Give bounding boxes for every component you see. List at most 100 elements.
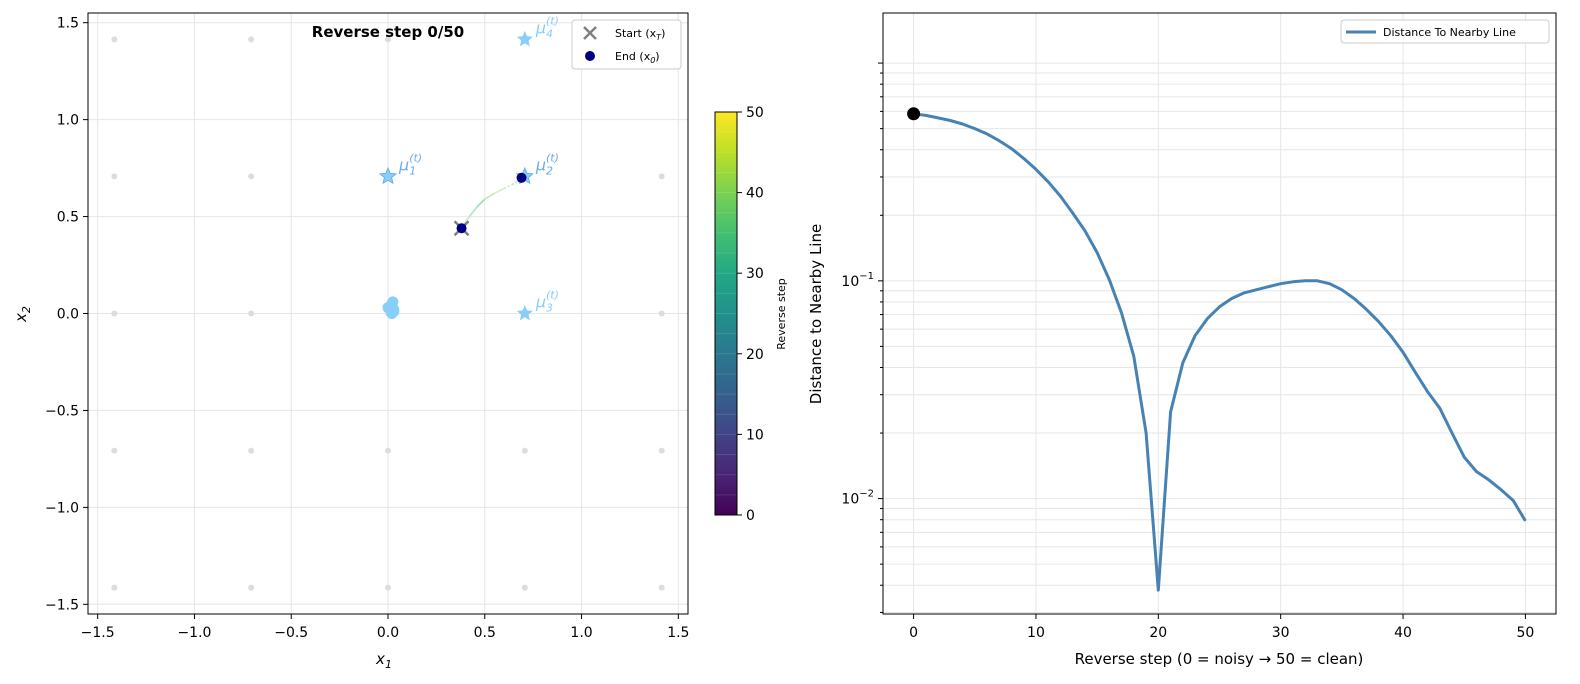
right-y-tick-label: 10−2 (841, 489, 874, 508)
legend-start-entry: Start (xT) (583, 26, 665, 42)
left-legend-box (571, 19, 682, 70)
legend-start-label: Start (xT) (615, 27, 665, 42)
right-y-axis-label: Distance to Nearby Line (807, 224, 825, 404)
background-point (248, 173, 255, 180)
distance-series-line (913, 112, 1527, 592)
trajectory-segment (476, 198, 486, 208)
right-y-ticks: 10−2 10−1 (841, 62, 883, 613)
background-point (658, 310, 665, 317)
legend-start-x-marker (583, 26, 597, 40)
colorbar-tick-label: 40 (746, 186, 764, 202)
background-point (385, 584, 391, 591)
trajectory-endpoints (453, 172, 527, 237)
left-x-tick-label: 1.0 (570, 625, 592, 641)
left-x-tick-label: 1.5 (667, 625, 689, 641)
right-y-tick-label: 10−1 (841, 271, 874, 290)
trajectory-segment (468, 206, 478, 218)
background-point (248, 584, 255, 591)
colorbar: 0 10 20 30 40 50 Reverse step (714, 105, 788, 524)
background-point (658, 584, 665, 591)
left-x-tick-label: 0.5 (474, 625, 496, 641)
legend-end-entry: End (x0) (585, 50, 660, 65)
trajectory-segment (494, 187, 505, 195)
background-point (521, 447, 528, 454)
background-point (111, 584, 118, 591)
legend-end-dot-marker (585, 51, 595, 61)
trajectory-segment (484, 192, 495, 200)
mean-star-4 (516, 30, 533, 47)
cluster-point (388, 306, 400, 318)
right-legend: Distance To Nearby Line (1340, 19, 1550, 44)
left-x-tick-label: 0.0 (377, 625, 399, 641)
background-point (111, 173, 118, 180)
right-x-tick-label: 50 (1516, 625, 1534, 641)
colorbar-frame (714, 111, 738, 516)
background-point (111, 36, 118, 43)
left-y-ticks: −1.5 −1.0 −0.5 0.0 0.5 1.0 1.5 (45, 16, 88, 613)
right-x-tick-label: 20 (1149, 625, 1167, 641)
trajectory-segment (503, 183, 513, 190)
right-x-ticks: 0 10 20 30 40 50 (909, 614, 1534, 641)
right-gridlines (883, 13, 1556, 614)
colorbar-ticks: 0 10 20 30 40 50 (737, 105, 764, 524)
end-dot-marker (516, 172, 527, 183)
left-y-tick-label: −1.5 (45, 597, 79, 613)
background-point (248, 36, 255, 43)
background-point (521, 584, 528, 591)
colorbar-tick-label: 30 (746, 266, 764, 282)
left-y-tick-label: 1.5 (57, 16, 79, 32)
right-x-tick-label: 30 (1272, 625, 1290, 641)
colorbar-label: Reverse step (775, 278, 788, 350)
background-point (111, 447, 118, 454)
background-point (248, 447, 255, 454)
cluster-point (387, 296, 399, 308)
right-x-tick-label: 10 (1027, 625, 1045, 641)
mean-label-3: μ3(t) (535, 289, 559, 315)
mean-markers: μ1(t) μ2(t) μ3(t) μ4(t) (378, 14, 559, 321)
mean-label-2: μ2(t) (535, 151, 559, 177)
left-y-tick-label: −1.0 (45, 500, 79, 516)
background-point (385, 36, 391, 43)
left-title: Reverse step 0/50 (312, 23, 464, 41)
right-x-tick-label: 0 (909, 625, 918, 641)
right-x-axis-label: Reverse step (0 = noisy → 50 = clean) (1075, 650, 1364, 668)
mean-star-3 (516, 305, 533, 321)
background-point (385, 447, 391, 454)
mean-star-1 (378, 166, 398, 185)
background-point (248, 310, 255, 317)
colorbar-gradient (715, 112, 737, 515)
colorbar-tick-label: 20 (746, 347, 764, 363)
right-x-tick-label: 40 (1394, 625, 1412, 641)
colorbar-tick-label: 10 (746, 427, 764, 443)
distance-start-marker (907, 107, 921, 121)
cluster-points (382, 296, 400, 319)
background-point (658, 173, 665, 180)
left-x-ticks: −1.5 −1.0 −0.5 0.0 0.5 1.0 1.5 (81, 614, 689, 641)
left-y-tick-label: 1.0 (57, 113, 79, 129)
colorbar-tick-label: 0 (746, 508, 755, 524)
trajectory-segment (511, 180, 519, 186)
scatter-panel: μ1(t) μ2(t) μ3(t) μ4(t) −1.5 −1.0 −0.5 0.0 0.5 1… (12, 12, 689, 671)
left-y-axis-label: x2 (12, 306, 33, 323)
left-x-tick-label: −0.5 (274, 625, 308, 641)
right-legend-box (1340, 19, 1550, 44)
left-x-tick-label: −1.0 (177, 625, 211, 641)
left-y-tick-label: −0.5 (45, 403, 79, 419)
background-point (658, 447, 665, 454)
mean-label-4: μ4(t) (535, 14, 559, 40)
colorbar-tick-label: 50 (746, 105, 764, 121)
mean-label-1: μ1(t) (398, 151, 422, 177)
left-y-tick-label: 0.5 (57, 210, 79, 226)
left-x-tick-label: −1.5 (81, 625, 115, 641)
right-axes-frame (882, 12, 1557, 615)
start-dot-overlay (456, 223, 467, 234)
colorbar-bands (715, 131, 737, 496)
left-y-tick-label: 0.0 (57, 307, 79, 323)
left-legend: Start (xT) End (x0) (571, 19, 682, 70)
line-panel: 0 10 20 30 40 50 10−2 10−1 Reverse step (0 = n… (807, 12, 1557, 668)
right-legend-label: Distance To Nearby Line (1383, 26, 1516, 39)
trajectory (460, 177, 525, 229)
left-x-axis-label: x1 (375, 650, 392, 671)
background-point (111, 310, 118, 317)
